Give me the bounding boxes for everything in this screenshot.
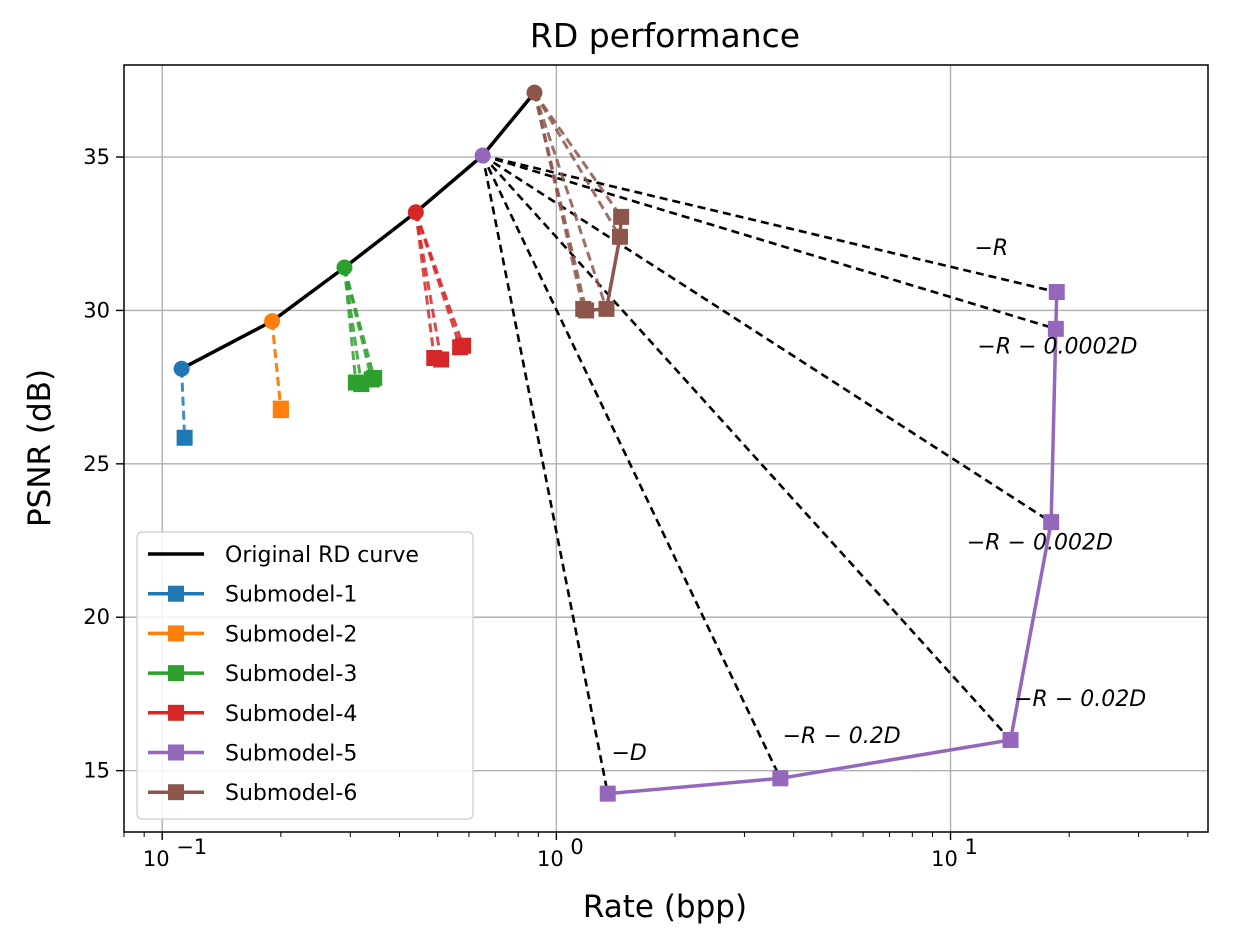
submodel-ray-line bbox=[533, 92, 608, 310]
lambda-annotation: −R − 0.02D bbox=[1014, 687, 1146, 712]
lambda-ray-line bbox=[481, 155, 610, 794]
submodel-point-marker bbox=[366, 369, 383, 386]
submodel-point-marker bbox=[1047, 320, 1064, 337]
submodel-point-marker bbox=[613, 208, 630, 225]
submodel-start-marker bbox=[526, 84, 543, 101]
x-tick-label: 10 bbox=[931, 847, 958, 871]
axes-frame bbox=[123, 64, 1209, 833]
chart-title: RD performance bbox=[530, 16, 800, 55]
submodel-ray-line bbox=[414, 211, 465, 347]
legend-swatch-marker bbox=[168, 744, 184, 761]
submodel-point-marker bbox=[433, 351, 450, 368]
submodel-ray-line bbox=[414, 212, 436, 359]
lambda-ray-line bbox=[481, 154, 1052, 524]
legend-label: Submodel-2 bbox=[225, 622, 357, 647]
lambda-ray-line bbox=[481, 154, 782, 779]
submodel-ray-line bbox=[342, 267, 363, 385]
y-tick-label: 15 bbox=[83, 759, 110, 783]
submodel-point-marker bbox=[611, 228, 628, 245]
legend-swatch-marker bbox=[168, 625, 184, 642]
x-tick-label: 10 bbox=[537, 847, 564, 871]
submodel-start-marker bbox=[336, 259, 353, 276]
submodel-ray-line bbox=[414, 212, 443, 360]
submodel-point-marker bbox=[598, 300, 615, 317]
lambda-ray-line bbox=[482, 154, 1057, 331]
legend-label: Submodel-4 bbox=[225, 702, 357, 727]
submodel-point-marker bbox=[1002, 731, 1019, 748]
submodel-point-marker bbox=[599, 785, 616, 802]
submodel-ray-line bbox=[343, 267, 376, 379]
legend-swatch-marker bbox=[168, 704, 184, 721]
lambda-ray-line bbox=[482, 154, 1058, 294]
submodel-point-marker bbox=[455, 337, 472, 354]
legend-label: Submodel-3 bbox=[225, 662, 357, 687]
submodel-start-marker bbox=[264, 313, 281, 330]
x-tick-label-exponent: −1 bbox=[176, 835, 207, 859]
legend-label: Submodel-1 bbox=[225, 583, 357, 608]
submodel-point-marker bbox=[1043, 514, 1060, 531]
submodel-point-marker bbox=[578, 302, 595, 319]
legend-label: Submodel-5 bbox=[225, 742, 357, 767]
submodel-point-marker bbox=[176, 429, 193, 446]
x-tick-label: 10 bbox=[143, 847, 170, 871]
x-axis-label: Rate (bpp) bbox=[583, 889, 747, 925]
submodel-point-marker bbox=[1048, 284, 1065, 301]
legend-label: Submodel-6 bbox=[225, 781, 357, 806]
submodel-ray-line bbox=[533, 91, 623, 218]
lambda-ray-line bbox=[481, 154, 1012, 741]
legend-swatch-marker bbox=[168, 585, 184, 602]
y-tick-label: 35 bbox=[83, 145, 110, 169]
submodel-ray-line bbox=[414, 211, 462, 348]
legend-swatch-marker bbox=[168, 784, 184, 801]
lambda-annotation: −R bbox=[974, 236, 1008, 261]
submodel-ray-line bbox=[180, 368, 187, 438]
lambda-annotation: −R − 0.002D bbox=[967, 531, 1113, 556]
submodel-point-marker bbox=[272, 402, 289, 419]
y-tick-label: 30 bbox=[83, 298, 110, 322]
submodel-point-marker bbox=[772, 770, 789, 787]
lambda-annotation: −R − 0.0002D bbox=[977, 334, 1137, 359]
x-tick-label-exponent: 0 bbox=[570, 835, 583, 859]
lambda-annotation: −D bbox=[611, 741, 646, 766]
y-axis-label: PSNR (dB) bbox=[22, 369, 58, 527]
lambda-annotation: −R − 0.2D bbox=[783, 724, 901, 749]
legend-box bbox=[136, 531, 474, 820]
y-tick-label: 25 bbox=[83, 452, 110, 476]
submodel-ray-line bbox=[533, 92, 588, 311]
legend-swatch-marker bbox=[168, 665, 184, 682]
y-tick-label: 20 bbox=[83, 605, 110, 629]
submodel-ray-line bbox=[270, 321, 283, 411]
plot-area: −D −R − 0.2D −R − 0.02D −R − 0.002D −R − 0.0… bbox=[173, 84, 1146, 802]
submodel-start-marker bbox=[173, 360, 190, 377]
legend: Original RD curve Submodel-1 Submodel-2 Sub… bbox=[136, 531, 474, 820]
submodel-start-marker bbox=[407, 204, 424, 221]
original-rd-curve bbox=[180, 91, 536, 371]
x-tick-label-exponent: 1 bbox=[965, 835, 978, 859]
submodel-start-marker bbox=[474, 147, 491, 164]
legend-label: Original RD curve bbox=[225, 543, 419, 568]
